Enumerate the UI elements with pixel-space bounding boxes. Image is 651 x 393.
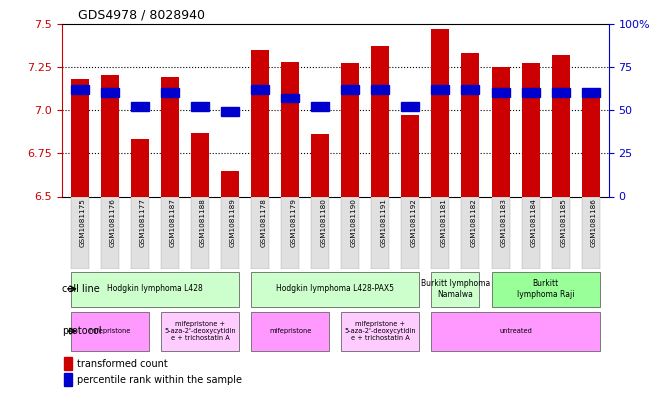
Bar [581, 88, 600, 97]
Bar [251, 50, 269, 196]
Bar [101, 196, 119, 269]
Bar [311, 134, 329, 196]
Bar [191, 102, 209, 111]
Bar [64, 357, 72, 369]
Bar [402, 115, 419, 196]
FancyBboxPatch shape [71, 312, 149, 351]
FancyBboxPatch shape [432, 312, 600, 351]
Bar [221, 196, 239, 269]
Bar [521, 196, 540, 269]
Bar [402, 102, 419, 111]
Bar [221, 171, 239, 196]
Text: GDS4978 / 8028940: GDS4978 / 8028940 [78, 9, 205, 22]
Text: untreated: untreated [499, 328, 532, 334]
Text: GSM1081180: GSM1081180 [320, 198, 326, 247]
Bar [462, 85, 480, 94]
Bar [64, 373, 72, 386]
Bar [131, 196, 149, 269]
Bar [281, 94, 299, 102]
Text: GSM1081189: GSM1081189 [230, 198, 236, 247]
Bar [281, 62, 299, 196]
Bar [371, 85, 389, 94]
Bar [341, 85, 359, 94]
Bar [191, 196, 209, 269]
Bar [492, 88, 510, 97]
Text: percentile rank within the sample: percentile rank within the sample [77, 375, 242, 384]
Text: GSM1081190: GSM1081190 [350, 198, 356, 247]
Text: Hodgkin lymphoma L428: Hodgkin lymphoma L428 [107, 285, 203, 293]
Text: GSM1081176: GSM1081176 [110, 198, 116, 247]
Bar [281, 196, 299, 269]
Text: protocol: protocol [62, 326, 102, 336]
Bar [432, 85, 449, 94]
Text: GSM1081192: GSM1081192 [410, 198, 417, 247]
Text: GSM1081184: GSM1081184 [531, 198, 536, 247]
FancyBboxPatch shape [432, 272, 480, 307]
Text: Burkitt lymphoma
Namalwa: Burkitt lymphoma Namalwa [421, 279, 490, 299]
Bar [161, 196, 179, 269]
Bar [581, 88, 600, 196]
Bar [462, 53, 480, 196]
Bar [311, 196, 329, 269]
FancyBboxPatch shape [341, 312, 419, 351]
Bar [161, 77, 179, 196]
Bar [492, 67, 510, 196]
Bar [521, 88, 540, 97]
Text: mifepristone: mifepristone [269, 328, 311, 334]
Text: mifepristone +
5-aza-2'-deoxycytidin
e + trichostatin A: mifepristone + 5-aza-2'-deoxycytidin e +… [344, 321, 416, 341]
Bar [131, 140, 149, 196]
Bar [371, 46, 389, 196]
Bar [131, 102, 149, 111]
Bar [492, 196, 510, 269]
Text: GSM1081185: GSM1081185 [561, 198, 566, 247]
Bar [432, 196, 449, 269]
Text: GSM1081188: GSM1081188 [200, 198, 206, 247]
Bar [402, 196, 419, 269]
Bar [341, 196, 359, 269]
Bar [521, 63, 540, 196]
Text: GSM1081191: GSM1081191 [380, 198, 386, 247]
Text: GSM1081182: GSM1081182 [471, 198, 477, 247]
Bar [71, 196, 89, 269]
FancyBboxPatch shape [492, 272, 600, 307]
Text: GSM1081186: GSM1081186 [590, 198, 597, 247]
Bar [251, 85, 269, 94]
Text: Burkitt
lymphoma Raji: Burkitt lymphoma Raji [517, 279, 574, 299]
Bar [71, 85, 89, 94]
Bar [551, 55, 570, 196]
Text: transformed count: transformed count [77, 358, 167, 369]
Bar [581, 196, 600, 269]
Bar [432, 29, 449, 196]
Text: GSM1081187: GSM1081187 [170, 198, 176, 247]
Text: cell line: cell line [62, 284, 100, 294]
FancyBboxPatch shape [71, 272, 239, 307]
Text: Hodgkin lymphoma L428-PAX5: Hodgkin lymphoma L428-PAX5 [276, 285, 395, 293]
FancyBboxPatch shape [161, 312, 239, 351]
Bar [462, 196, 480, 269]
Text: GSM1081177: GSM1081177 [140, 198, 146, 247]
Bar [311, 102, 329, 111]
FancyBboxPatch shape [251, 312, 329, 351]
Bar [161, 88, 179, 97]
Text: mifepristone +
5-aza-2'-deoxycytidin
e + trichostatin A: mifepristone + 5-aza-2'-deoxycytidin e +… [164, 321, 236, 341]
Bar [371, 196, 389, 269]
Bar [551, 196, 570, 269]
Bar [191, 132, 209, 196]
Bar [221, 107, 239, 116]
Text: GSM1081175: GSM1081175 [80, 198, 86, 247]
Bar [551, 88, 570, 97]
Bar [341, 63, 359, 196]
Text: GSM1081183: GSM1081183 [501, 198, 506, 247]
Text: GSM1081178: GSM1081178 [260, 198, 266, 247]
Bar [251, 196, 269, 269]
FancyBboxPatch shape [251, 272, 419, 307]
Bar [101, 88, 119, 97]
Bar [101, 75, 119, 196]
Text: mifepristone: mifepristone [89, 328, 131, 334]
Bar [71, 79, 89, 196]
Text: GSM1081181: GSM1081181 [441, 198, 447, 247]
Text: GSM1081179: GSM1081179 [290, 198, 296, 247]
